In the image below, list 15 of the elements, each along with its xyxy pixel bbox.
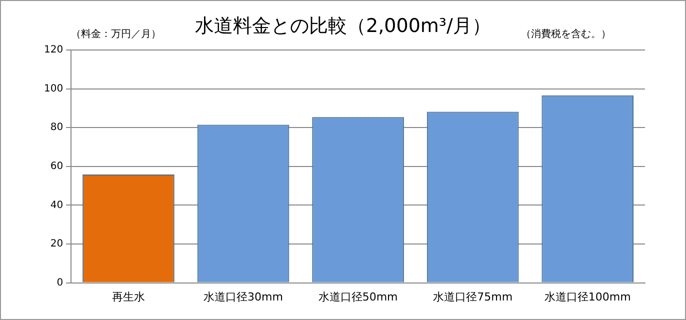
x-tick-label: 再生水 [112, 290, 145, 304]
y-tick-label: 0 [56, 277, 64, 288]
y-tick-label: 100 [44, 83, 64, 94]
chart-title: 水道料金との比較（2,000m³/月） [195, 15, 491, 37]
y-tick-label: 80 [50, 122, 64, 134]
x-tick-label: 水道口径75mm [433, 290, 513, 304]
x-tick-label: 水道口径100mm [544, 290, 631, 304]
x-tick-label: 水道口径50mm [318, 290, 398, 304]
x-tick-label: 水道口径30mm [204, 290, 283, 304]
y-tick-label: 60 [50, 160, 64, 172]
y-tick-label: 40 [50, 200, 64, 211]
text: （消費税を含む。） [521, 28, 611, 41]
y-axis-title: （料金：万円／月） [71, 28, 161, 41]
y-tick-label: 20 [50, 238, 64, 250]
y-tick-label: 120 [44, 44, 64, 56]
